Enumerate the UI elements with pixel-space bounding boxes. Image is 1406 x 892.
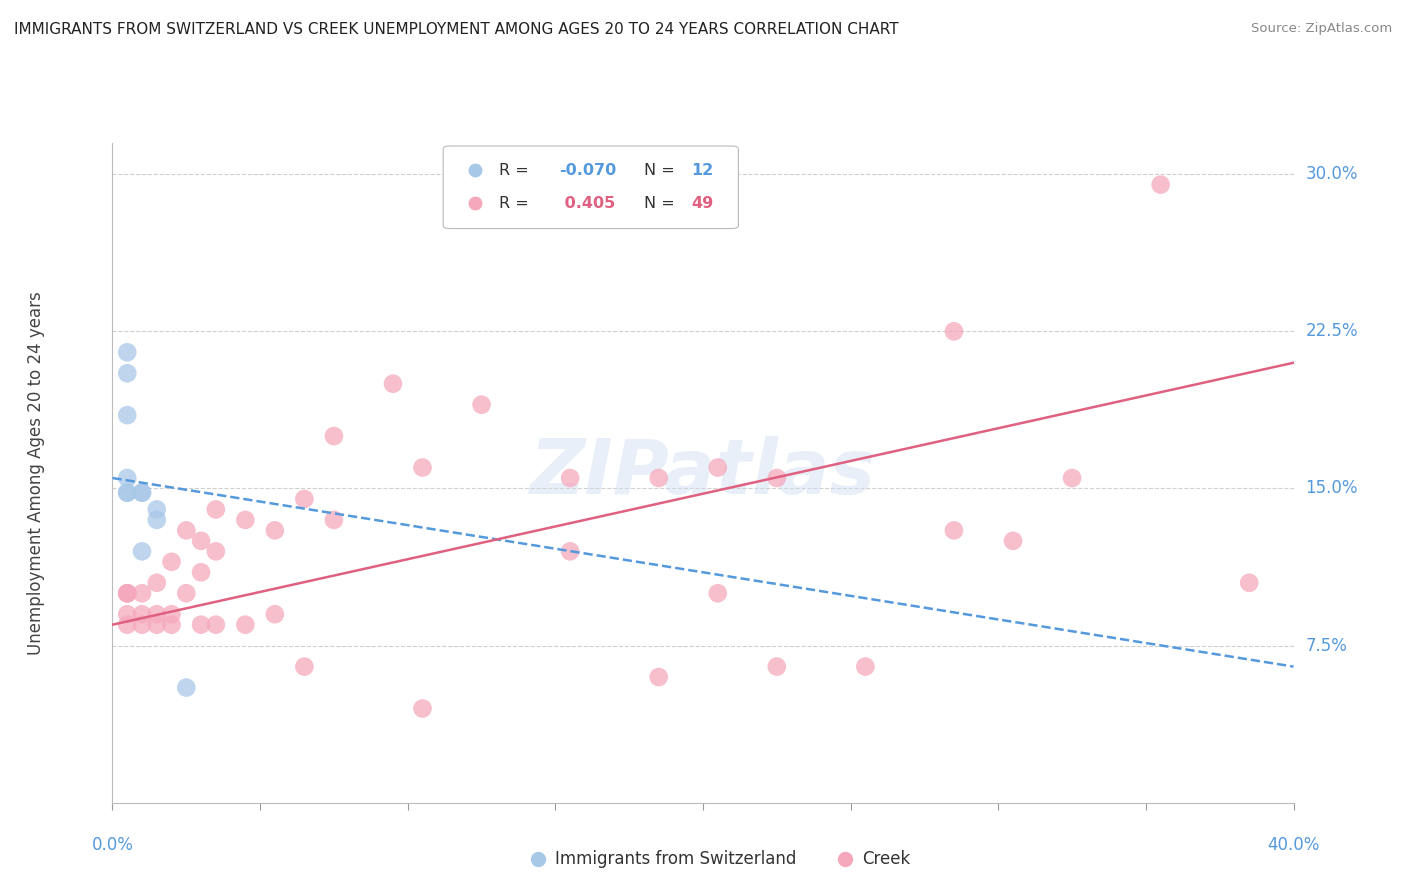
Point [323, 513, 346, 527]
Text: 15.0%: 15.0% [1305, 480, 1358, 498]
Point [117, 471, 138, 485]
Point [131, 485, 153, 500]
Point [131, 485, 153, 500]
Point [470, 398, 494, 412]
Point [766, 659, 789, 673]
Point [1150, 178, 1173, 192]
Point [160, 555, 183, 569]
Point [117, 617, 138, 632]
Point [117, 345, 138, 359]
Point [292, 491, 315, 506]
Point [411, 460, 433, 475]
Point [190, 533, 212, 548]
Text: Creek: Creek [862, 850, 911, 868]
Point [264, 524, 287, 538]
Text: 49: 49 [692, 196, 713, 211]
Point [146, 617, 169, 632]
Point [174, 524, 197, 538]
Point [131, 607, 153, 622]
Point [647, 670, 671, 684]
Point [942, 524, 965, 538]
Point [117, 586, 138, 600]
Point [233, 513, 256, 527]
Point [942, 324, 965, 338]
Point [117, 408, 138, 422]
Point [558, 544, 582, 558]
Point [205, 544, 228, 558]
Point [117, 485, 138, 500]
Text: IMMIGRANTS FROM SWITZERLAND VS CREEK UNEMPLOYMENT AMONG AGES 20 TO 24 YEARS CORR: IMMIGRANTS FROM SWITZERLAND VS CREEK UNE… [14, 22, 898, 37]
Point [292, 659, 315, 673]
Point [706, 586, 728, 600]
Point [146, 575, 169, 590]
Text: Immigrants from Switzerland: Immigrants from Switzerland [555, 850, 797, 868]
Point [146, 607, 169, 622]
Point [146, 502, 169, 516]
Point [264, 607, 287, 622]
Text: 22.5%: 22.5% [1305, 322, 1358, 341]
Point [174, 586, 197, 600]
Text: Unemployment Among Ages 20 to 24 years: Unemployment Among Ages 20 to 24 years [27, 291, 45, 655]
Text: ZIPatlas: ZIPatlas [530, 436, 876, 509]
Point [190, 566, 212, 580]
Text: Source: ZipAtlas.com: Source: ZipAtlas.com [1251, 22, 1392, 36]
Point [855, 659, 877, 673]
Text: -0.070: -0.070 [560, 163, 616, 178]
Text: 40.0%: 40.0% [1267, 836, 1320, 854]
Point [117, 607, 138, 622]
Text: R =: R = [499, 196, 533, 211]
Point [117, 586, 138, 600]
Point [205, 502, 228, 516]
Text: 30.0%: 30.0% [1305, 165, 1358, 183]
Text: 7.5%: 7.5% [1305, 637, 1347, 655]
Point [1001, 533, 1024, 548]
Point [766, 471, 789, 485]
Point [558, 471, 582, 485]
Point [131, 544, 153, 558]
Point [323, 429, 346, 443]
Point [190, 617, 212, 632]
Point [131, 617, 153, 632]
Point [1062, 471, 1084, 485]
FancyBboxPatch shape [443, 146, 738, 228]
Point [706, 460, 728, 475]
Point [233, 617, 256, 632]
Point [160, 617, 183, 632]
Point [382, 376, 405, 391]
Point [117, 586, 138, 600]
Point [160, 607, 183, 622]
Point [131, 586, 153, 600]
Point [174, 681, 197, 695]
Text: 12: 12 [692, 163, 713, 178]
Point [205, 617, 228, 632]
Text: N =: N = [644, 196, 681, 211]
Text: R =: R = [499, 163, 533, 178]
Point [1239, 575, 1261, 590]
Text: N =: N = [644, 163, 681, 178]
Point [647, 471, 671, 485]
Text: 0.405: 0.405 [560, 196, 616, 211]
Point [117, 485, 138, 500]
Point [117, 366, 138, 380]
Point [146, 513, 169, 527]
Point [411, 701, 433, 715]
Text: 0.0%: 0.0% [91, 836, 134, 854]
